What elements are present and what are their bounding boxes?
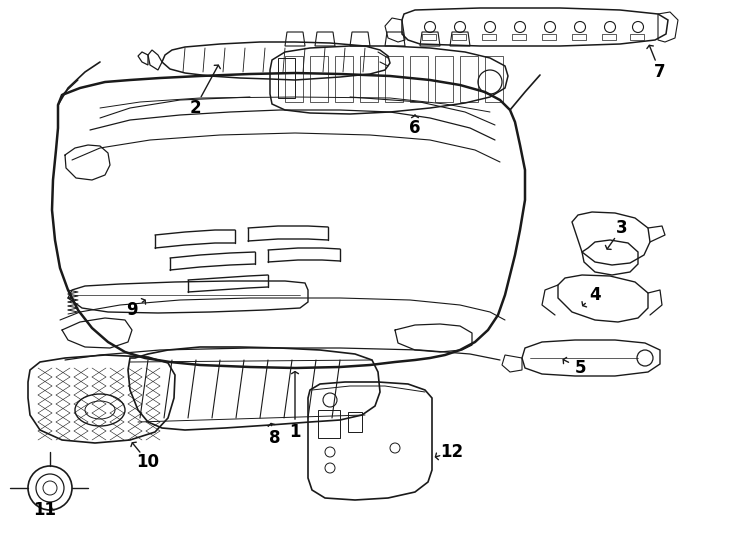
Text: 6: 6 (410, 119, 421, 137)
Text: 5: 5 (574, 359, 586, 377)
Text: 10: 10 (137, 453, 159, 471)
Text: 4: 4 (589, 286, 601, 304)
Text: 9: 9 (126, 301, 138, 319)
Text: 3: 3 (616, 219, 628, 237)
Text: 11: 11 (34, 501, 57, 519)
Text: 2: 2 (189, 99, 201, 117)
Text: 1: 1 (289, 423, 301, 441)
Text: 12: 12 (440, 443, 464, 461)
Text: 8: 8 (269, 429, 280, 447)
Text: 7: 7 (654, 63, 666, 81)
